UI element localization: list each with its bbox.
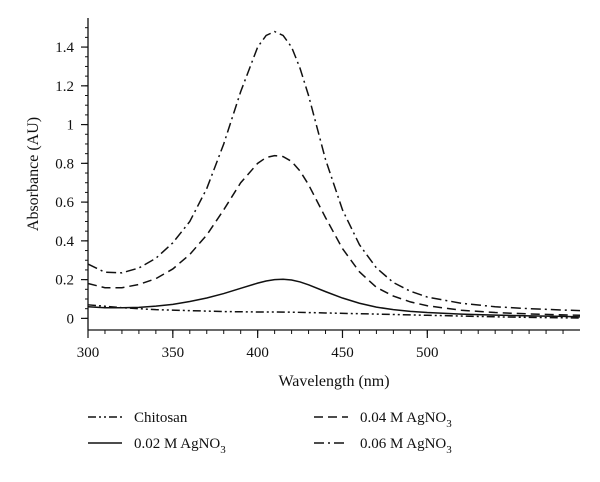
y-tick-label: 0.4 xyxy=(55,234,74,250)
axes: 0 0.2 0.4 0.6 0.8 1 1.2 1.4 300 350 400 450 500 xyxy=(55,18,580,361)
series-line-1 xyxy=(87,278,581,318)
y-tick-label: 0.6 xyxy=(55,195,74,211)
x-tick-label: 300 xyxy=(77,345,100,361)
x-tick-label: 450 xyxy=(331,345,354,361)
x-tick-label: 500 xyxy=(416,345,439,361)
y-tick-label: 1.4 xyxy=(55,40,74,56)
x-axis-title: Wavelength (nm) xyxy=(278,373,389,390)
x-tick-label: 400 xyxy=(246,345,269,361)
legend-label-3: 0.06 M AgNO3 xyxy=(360,436,452,456)
y-tick-label: 0.8 xyxy=(55,156,74,172)
y-tick-label: 0 xyxy=(67,311,75,327)
y-tick-label: 1.2 xyxy=(55,79,74,95)
legend-label-0: Chitosan xyxy=(134,410,188,426)
legend-label-1: 0.02 M AgNO3 xyxy=(134,436,226,456)
legend-label-2: 0.04 M AgNO3 xyxy=(360,410,452,430)
plot-area xyxy=(87,30,581,319)
y-axis-title: Absorbance (AU) xyxy=(25,117,42,231)
series-line-3 xyxy=(87,30,581,312)
series-line-2 xyxy=(87,154,581,317)
y-tick-label: 1 xyxy=(67,118,75,134)
x-tick-label: 350 xyxy=(162,345,185,361)
y-tick-label: 0.2 xyxy=(55,273,74,289)
legend: Chitosan 0.02 M AgNO3 0.04 M AgNO3 0.06 M A… xyxy=(88,410,452,456)
series-line-0 xyxy=(87,304,581,319)
